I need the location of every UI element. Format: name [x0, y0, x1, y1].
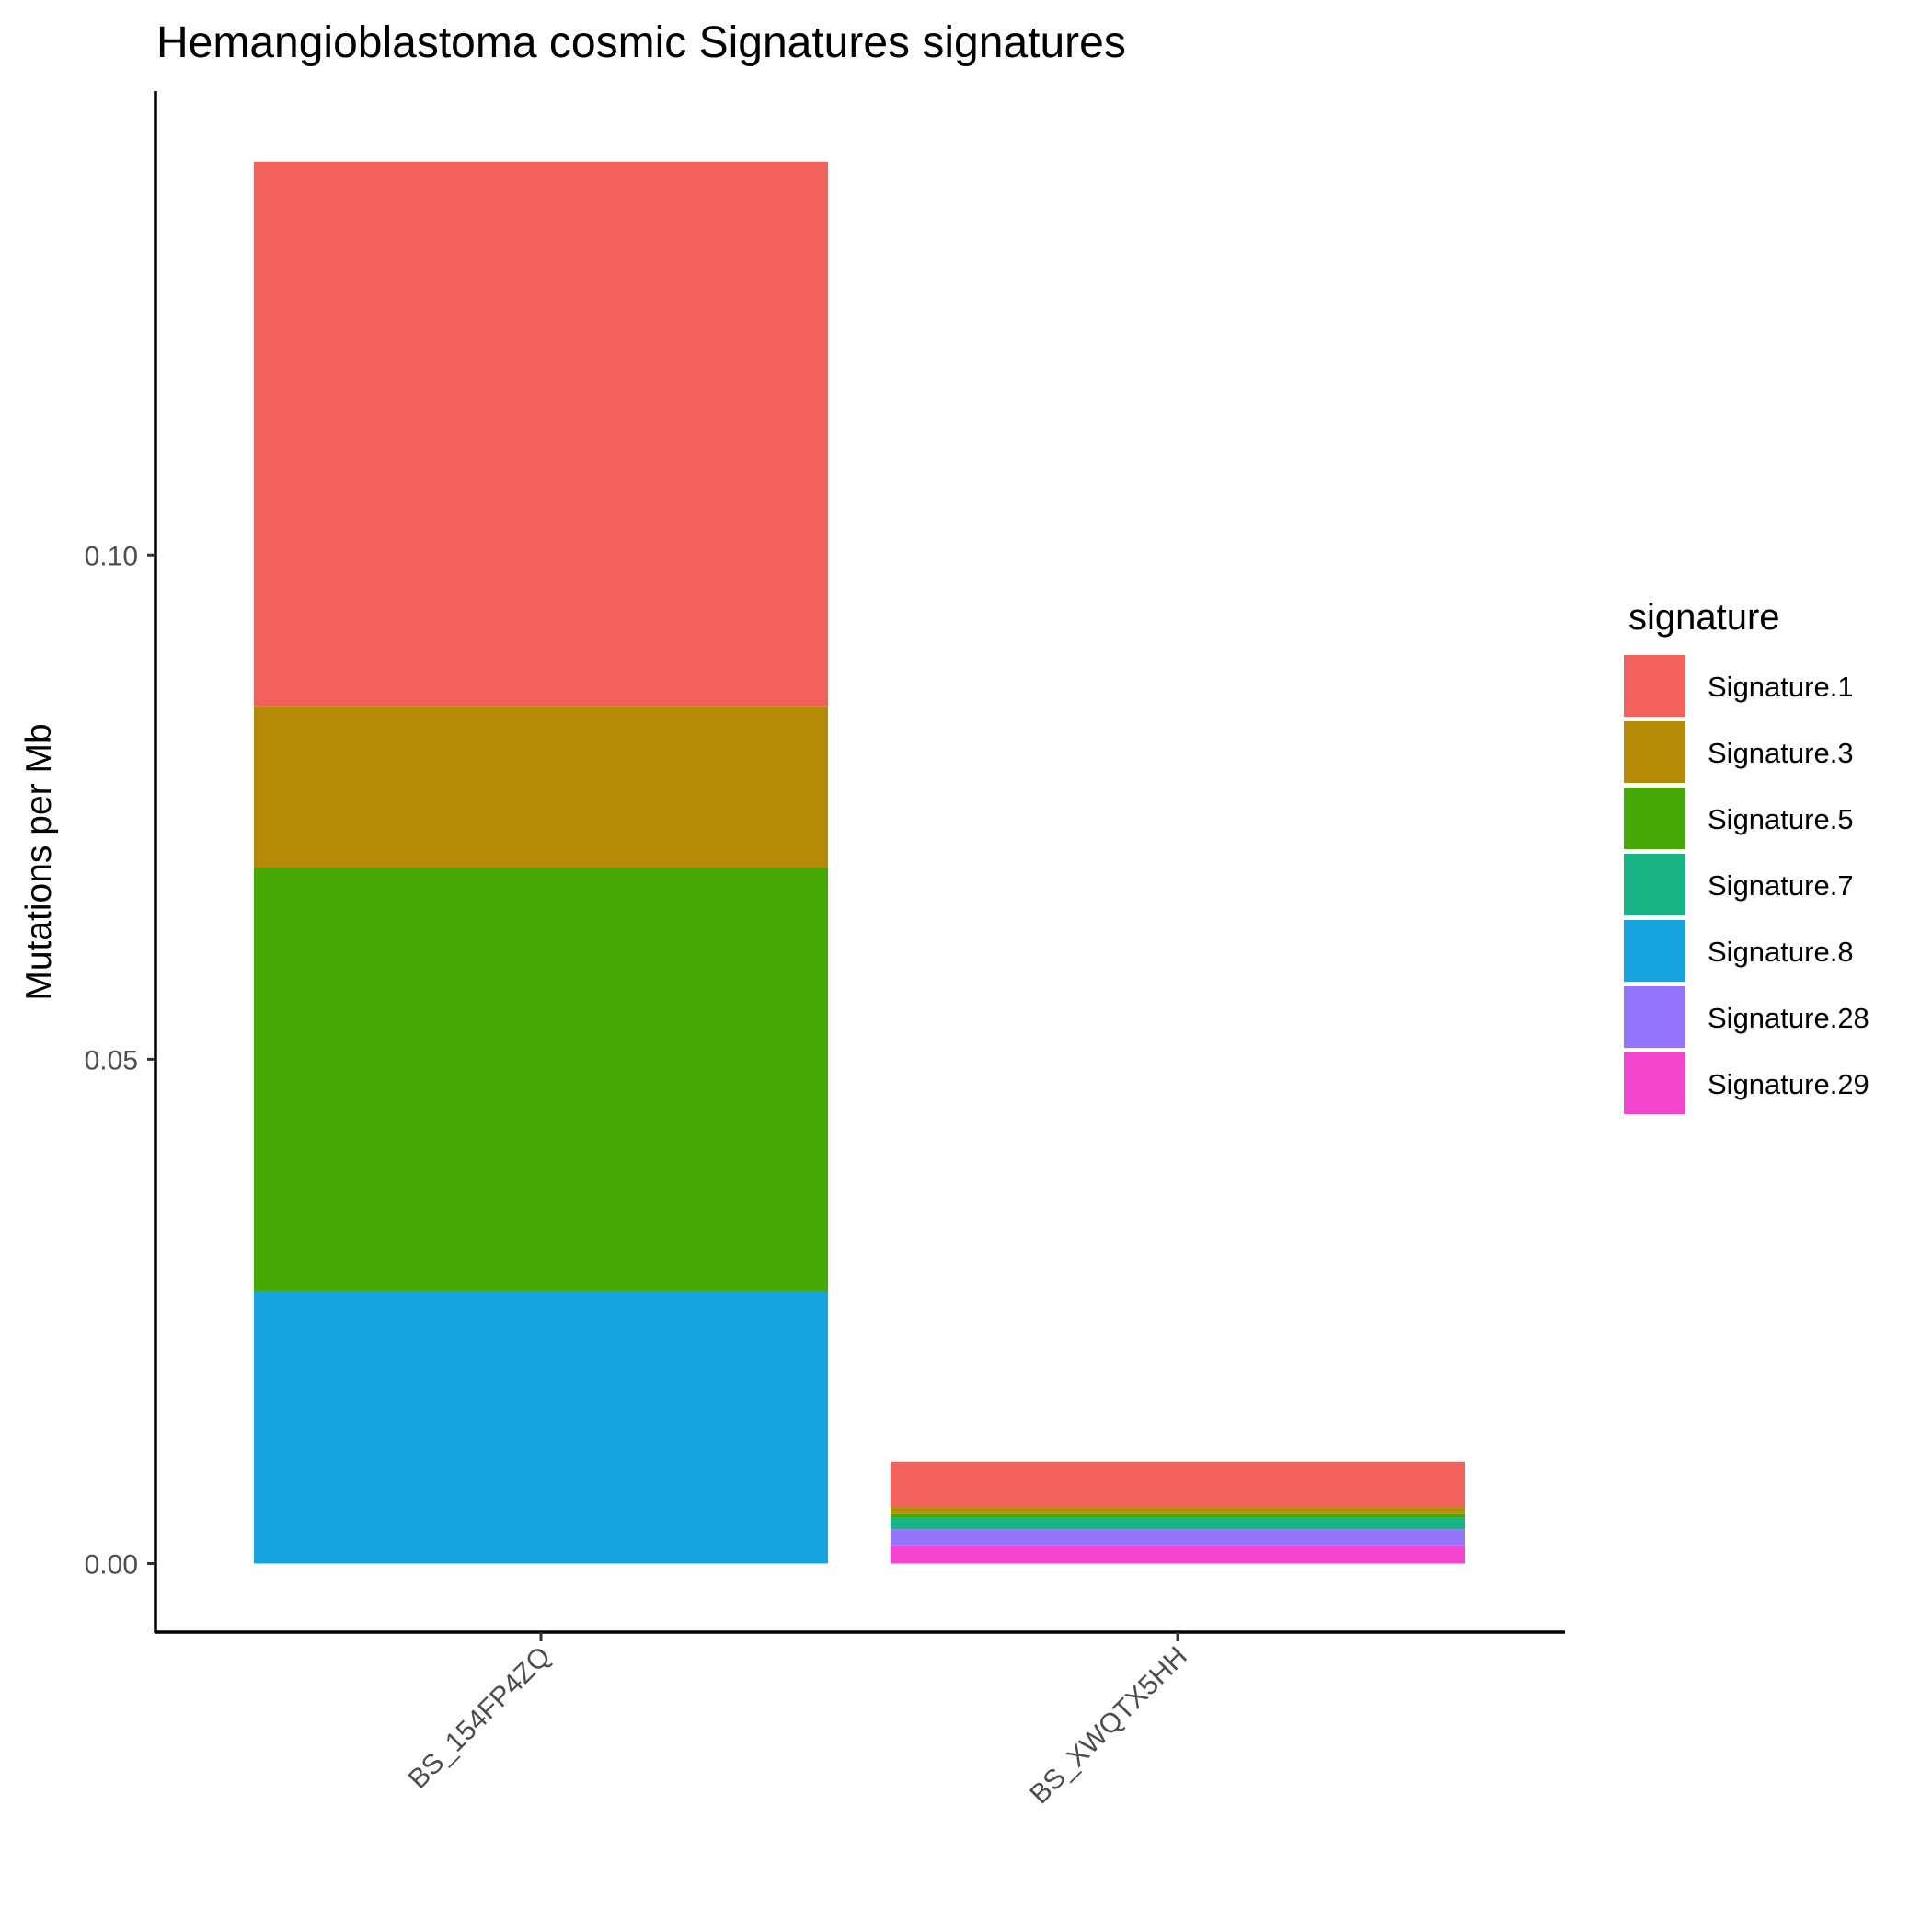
legend-label: Signature.1 [1708, 671, 1854, 703]
chart-title: Hemangioblastoma cosmic Signatures signa… [156, 18, 1126, 67]
legend-swatch [1624, 655, 1685, 717]
legend-label: Signature.5 [1708, 803, 1854, 835]
y-tick-label: 0.00 [85, 1549, 138, 1580]
x-tick-label: BS_154FP4ZQ [403, 1641, 557, 1795]
bar-segment-BS_154FP4ZQ-Signature.1 [254, 161, 828, 707]
bar-segment-BS_XWQTX5HH-Signature.29 [891, 1545, 1465, 1564]
legend-label: Signature.7 [1708, 869, 1854, 902]
bar-segment-BS_154FP4ZQ-Signature.5 [254, 868, 828, 1292]
legend-swatch [1624, 721, 1685, 783]
legend-swatch [1624, 788, 1685, 849]
x-tick-label: BS_XWQTX5HH [1024, 1641, 1193, 1811]
bar-segment-BS_XWQTX5HH-Signature.3 [891, 1507, 1465, 1514]
plot-area [254, 161, 1465, 1564]
y-axis: 0.00 0.05 0.10 [85, 541, 155, 1580]
bar-segment-BS_XWQTX5HH-Signature.7 [891, 1517, 1465, 1530]
legend-label: Signature.8 [1708, 936, 1854, 968]
y-tick-label: 0.05 [85, 1045, 138, 1075]
legend-title: signature [1628, 597, 1780, 638]
legend: signature Signature.1 Signature.3 Signatur… [1624, 597, 1869, 1114]
legend-swatch [1624, 1052, 1685, 1114]
legend-swatch [1624, 920, 1685, 982]
bar-segment-BS_154FP4ZQ-Signature.8 [254, 1291, 828, 1564]
legend-swatch [1624, 854, 1685, 915]
legend-label: Signature.28 [1708, 1002, 1869, 1034]
bar-segment-BS_154FP4ZQ-Signature.3 [254, 706, 828, 868]
bar-segment-BS_XWQTX5HH-Signature.5 [891, 1513, 1465, 1518]
bar-segment-BS_XWQTX5HH-Signature.1 [891, 1461, 1465, 1508]
legend-label: Signature.3 [1708, 737, 1854, 769]
legend-swatch [1624, 986, 1685, 1048]
y-tick-label: 0.10 [85, 541, 138, 571]
x-axis: BS_154FP4ZQ BS_XWQTX5HH [403, 1632, 1193, 1810]
bar-segment-BS_XWQTX5HH-Signature.28 [891, 1529, 1465, 1546]
legend-label: Signature.29 [1708, 1068, 1869, 1100]
y-axis-label: Mutations per Mb [19, 723, 59, 1000]
